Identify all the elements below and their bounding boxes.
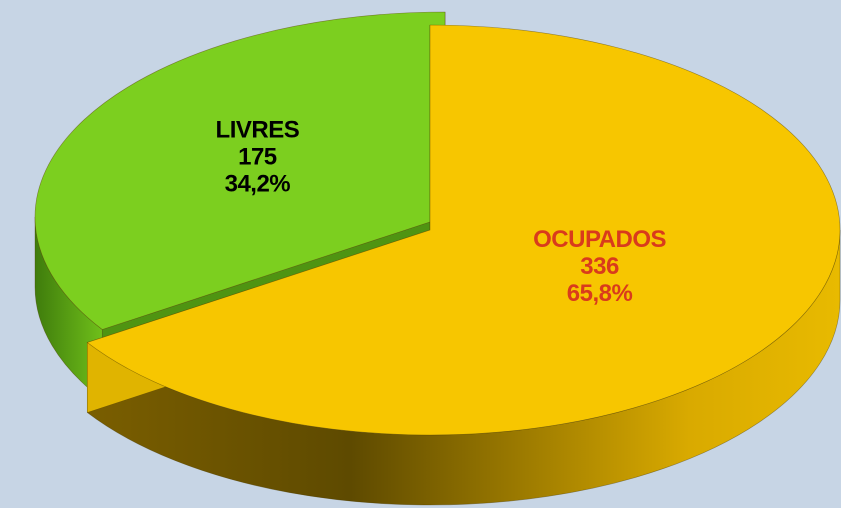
pie-slice	[34, 11, 446, 330]
slice-percent: 34,2%	[225, 171, 291, 198]
slice-value: 175	[238, 144, 277, 171]
slice-label: LIVRES	[216, 117, 300, 144]
slice-percent: 65,8%	[567, 280, 633, 307]
slice-value: 336	[580, 253, 619, 280]
pie-slice	[86, 24, 841, 436]
slice-label: OCUPADOS	[533, 226, 666, 253]
